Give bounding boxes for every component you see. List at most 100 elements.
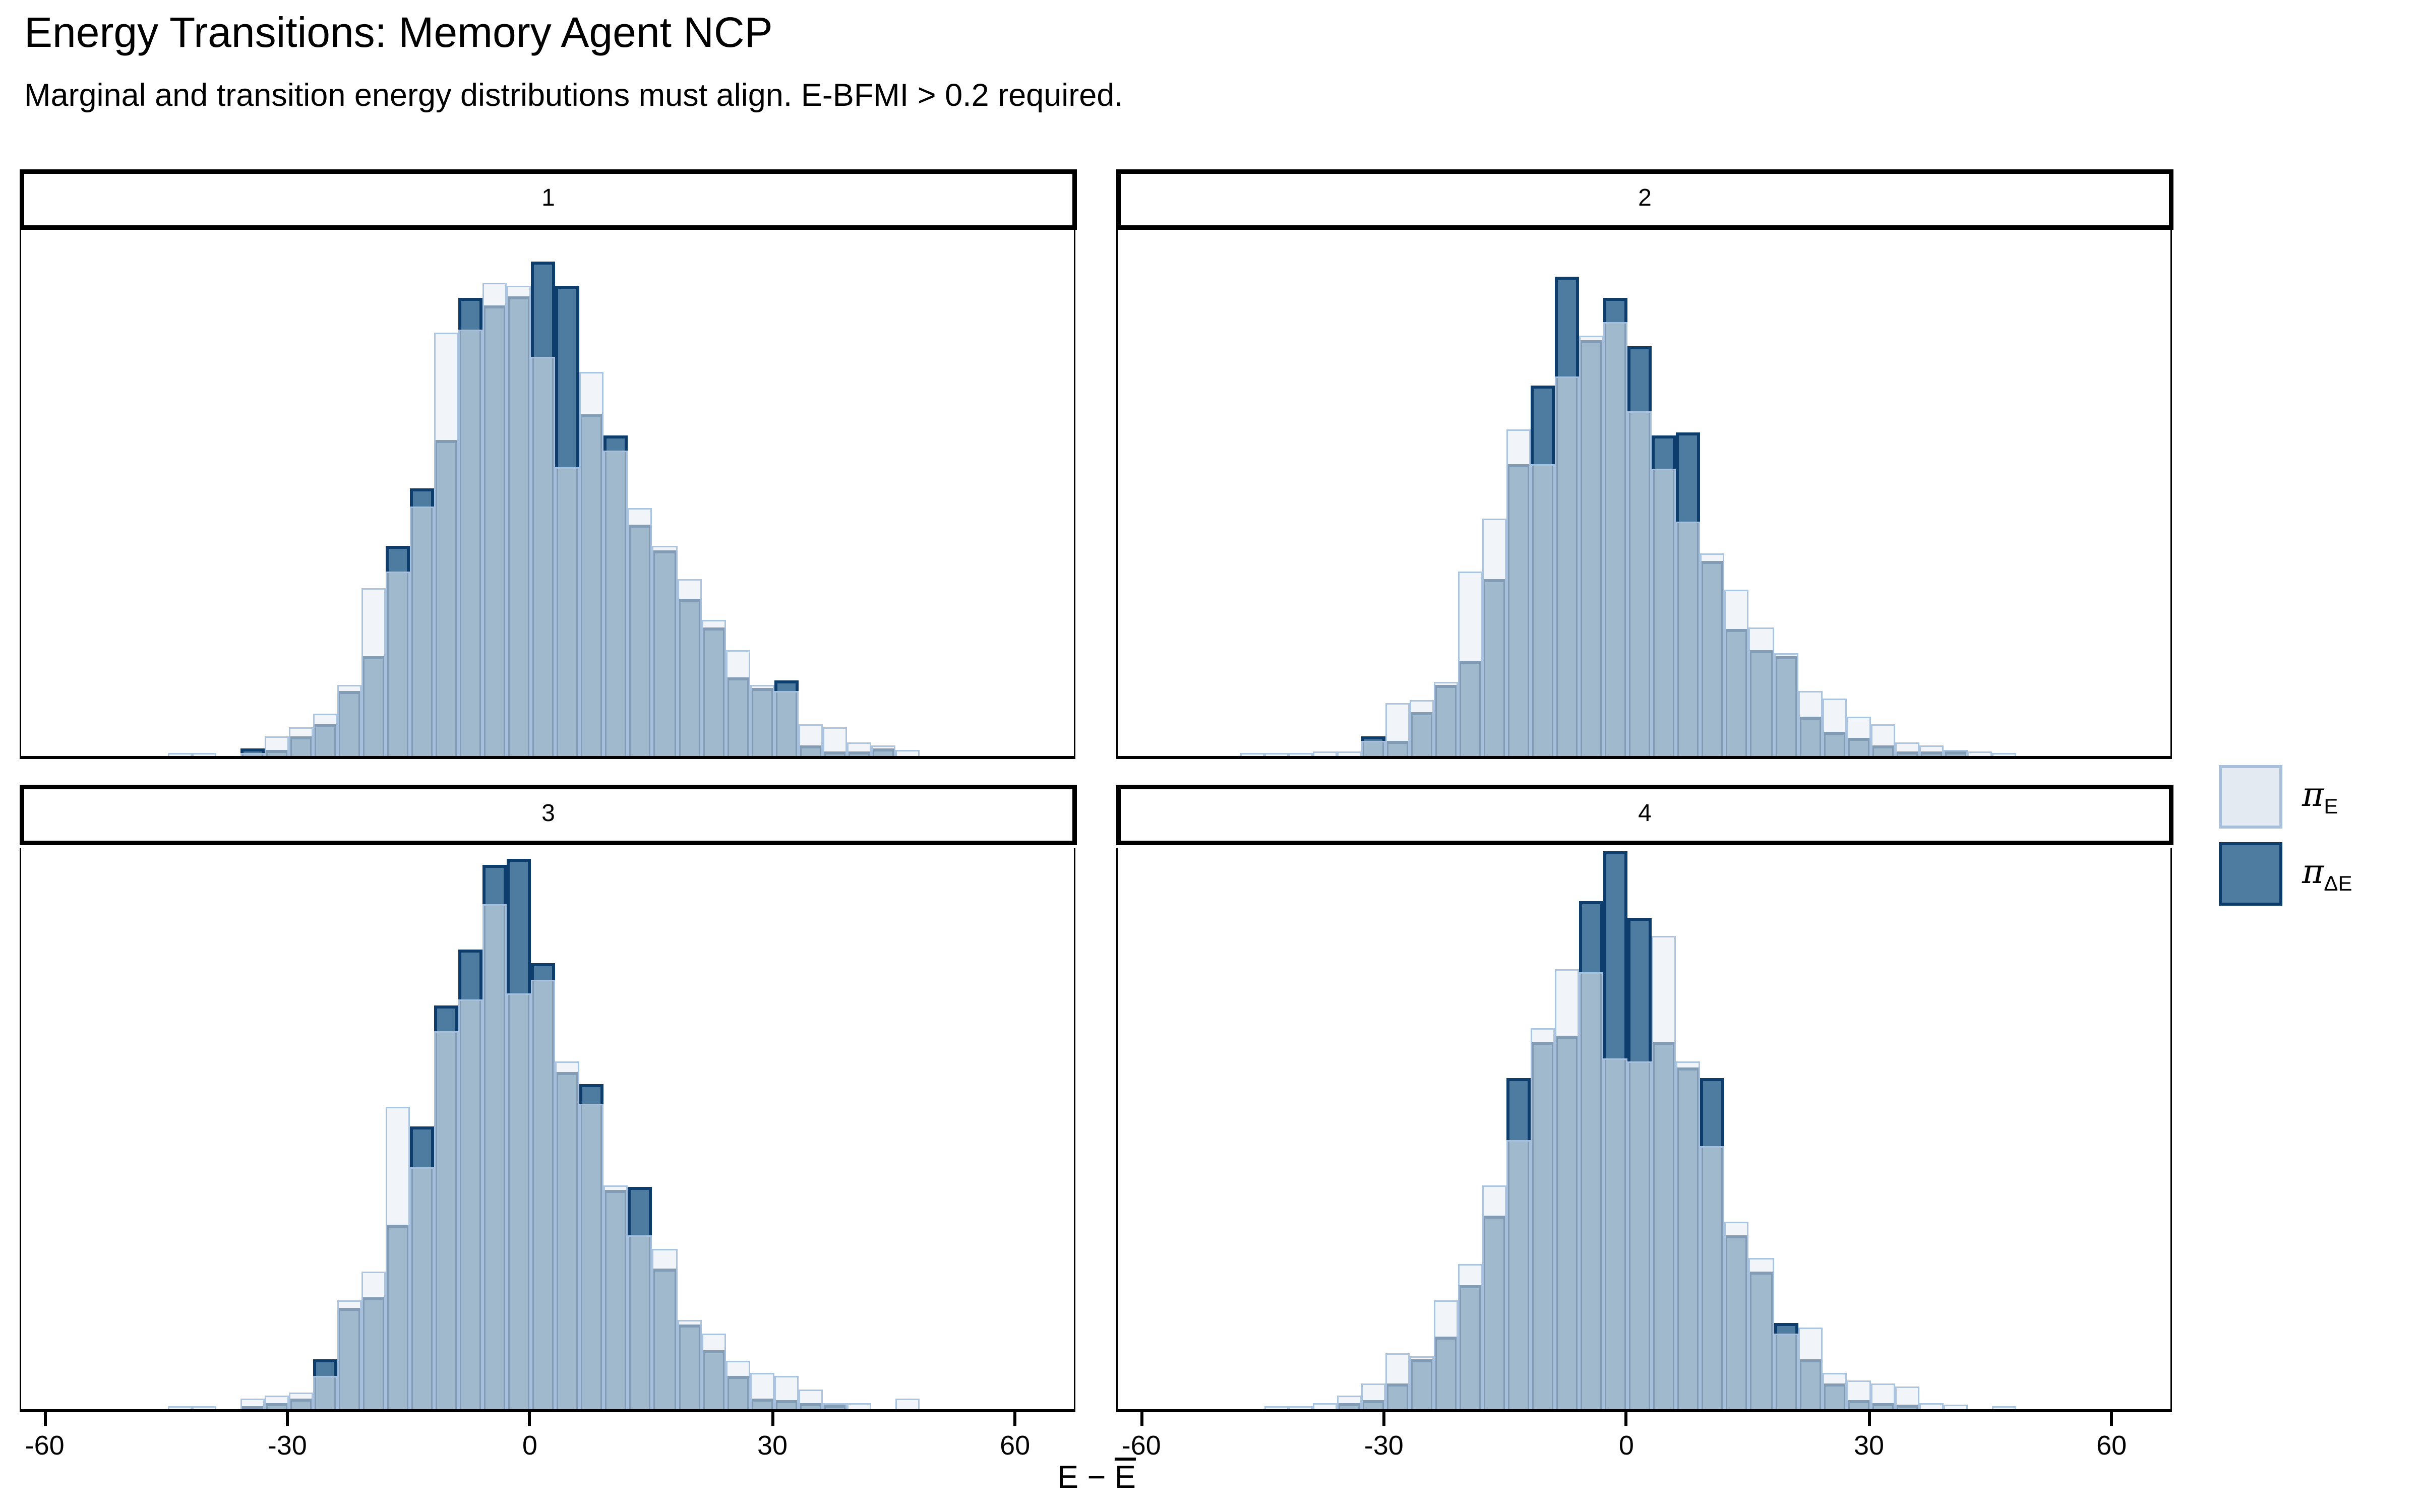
hist-bar-pi-E [1385,703,1410,756]
facet-strip-label: 1 [541,186,555,212]
histogram-panel-chain-2 [1116,230,2172,759]
hist-bar-pi-E [652,1249,677,1409]
hist-bar-pi-E [798,1390,823,1409]
facet-strip-label: 2 [1638,186,1652,212]
hist-bar-pi-E [822,1402,847,1409]
hist-bar-pi-E [1579,335,1604,756]
hist-bar-pi-E [482,282,507,756]
hist-bar-pi-E [701,1333,725,1409]
hist-bar-pi-E [1361,1383,1385,1409]
hist-bar-pi-E [434,1030,459,1409]
hist-bar-pi-E [192,753,216,756]
hist-bar-pi-E [1895,1387,1919,1409]
hist-bar-pi-E [167,753,192,756]
page-subtitle: Marginal and transition energy distribut… [24,79,1123,113]
x-tick-label: -30 [267,1430,307,1461]
hist-bar-pi-E [1531,464,1555,756]
hist-bar-pi-E [1385,1353,1410,1409]
x-tick-mark [1382,1412,1385,1426]
x-tick-mark [1624,1412,1628,1426]
page-title: Energy Transitions: Memory Agent NCP [24,9,773,56]
hist-bar-pi-E [1264,1406,1289,1409]
hist-bar-pi-E [1603,1058,1628,1409]
hist-bar-pi-E [531,980,556,1409]
hist-bar-pi-E [774,690,799,756]
hist-bar-pi-E [1773,1333,1798,1409]
hist-bar-pi-E [1749,627,1774,756]
histogram-panel-chain-1 [20,230,1075,759]
facet-strip-label: 4 [1638,801,1652,827]
hist-bar-pi-E [1603,322,1628,756]
hist-bar-pi-E [1458,1263,1483,1409]
x-tick-label: 0 [1618,1430,1634,1461]
histogram-panel-chain-3 [20,848,1075,1412]
hist-bar-pi-E [1627,411,1652,756]
hist-bar-pi-E [798,724,823,756]
hist-bar-pi-E [240,752,265,756]
x-tick-mark [43,1412,46,1426]
hist-bar-pi-E [288,1392,313,1409]
hist-bar-pi-E [1749,1257,1774,1409]
hist-bar-pi-E [410,1168,435,1409]
hist-bar-pi-E [313,714,337,756]
hist-bar-pi-E [1822,698,1846,756]
hist-bar-pi-E [482,904,507,1409]
facet-strip-2: 2 [1116,169,2173,230]
hist-bar-pi-E [1434,682,1459,756]
hist-bar-pi-E [1943,749,1968,756]
hist-bar-pi-E [264,1395,289,1409]
x-tick-label: 60 [1000,1430,1031,1461]
hist-bar-pi-E [410,506,435,756]
hist-bar-pi-E [1579,971,1604,1409]
legend-item-pi-E: πE [2219,765,2352,829]
facet-strip-4: 4 [1116,785,2173,845]
hist-bar-pi-E [1725,1221,1749,1409]
hist-bar-pi-E [1822,1372,1846,1409]
x-tick-mark [771,1412,774,1426]
x-tick-label: -60 [25,1430,65,1461]
x-tick-label: 60 [2096,1430,2127,1461]
hist-bar-pi-E [628,509,653,756]
hist-bar-pi-E [167,1406,192,1409]
hist-bar-pi-E [725,651,750,756]
facet-strip-label: 3 [541,801,555,827]
x-tick-label: 0 [522,1430,537,1461]
hist-bar-pi-E [1846,716,1870,756]
hist-bar-pi-E [725,1361,750,1409]
hist-bar-pi-E [1652,469,1677,756]
hist-bar-pi-E [1870,724,1895,756]
hist-bar-pi-E [1967,751,1992,756]
hist-bar-pi-E [556,466,580,756]
x-tick-mark [1867,1412,1871,1426]
hist-bar-pi-E [1555,377,1580,756]
x-tick-label: -30 [1364,1430,1404,1461]
hist-bar-pi-E [1240,753,1264,756]
hist-bar-pi-E [1264,753,1289,756]
hist-bar-pi-E [1701,553,1725,756]
hist-bar-pi-E [1919,745,1944,756]
pi-delta-E-swatch-icon [2219,842,2282,906]
hist-bar-pi-E [337,685,362,756]
hist-bar-pi-E [604,451,629,756]
hist-bar-pi-E [1943,1405,1968,1409]
hist-bar-pi-E [580,371,604,756]
hist-bar-pi-E [1409,1356,1434,1409]
hist-bar-pi-E [895,1398,920,1409]
hist-bar-pi-E [871,745,895,756]
hist-bar-pi-E [1919,1402,1944,1409]
hist-bar-pi-E [1312,751,1337,756]
hist-bar-pi-E [1312,1403,1337,1409]
hist-bar-pi-E [434,332,459,756]
hist-bar-pi-E [1482,519,1507,756]
hist-bar-pi-E [1337,1395,1361,1409]
hist-bar-pi-E [458,999,483,1409]
hist-bar-pi-E [1846,1381,1870,1409]
hist-bar-pi-E [1652,935,1677,1409]
hist-bar-pi-E [1409,701,1434,756]
x-tick-mark [528,1412,531,1426]
hist-bar-pi-E [749,1372,774,1409]
hist-bar-pi-E [1506,429,1531,756]
hist-bar-pi-E [1701,1145,1725,1409]
x-tick-label: 30 [757,1430,788,1461]
